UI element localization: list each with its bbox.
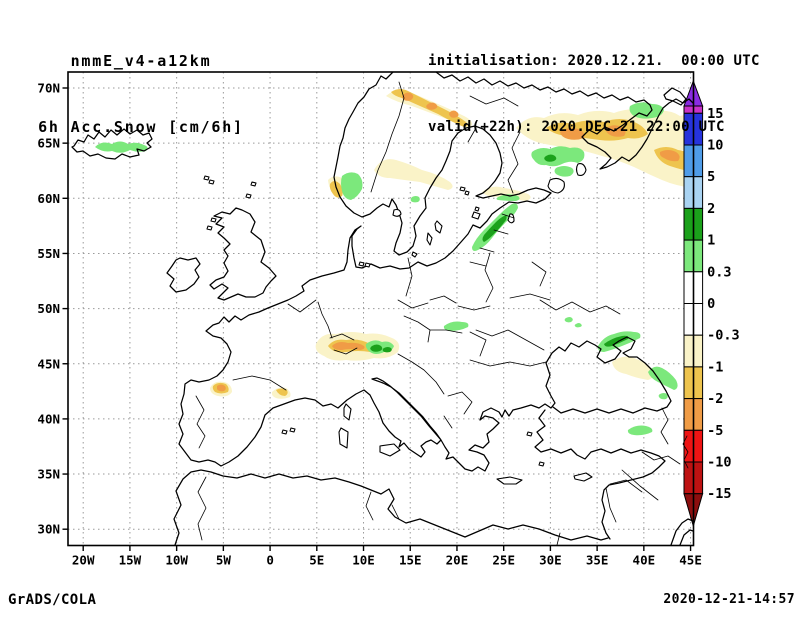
patch-alps-dkgreen-2 <box>382 347 392 353</box>
lake-onega <box>575 163 587 176</box>
patch-alps-dkgreen-1 <box>370 344 383 352</box>
island-cyprus <box>573 472 593 482</box>
coast-sinai <box>670 518 694 546</box>
svg-text:65N: 65N <box>37 136 60 151</box>
patch-caucasus-cream <box>612 356 654 380</box>
patch-baltic-core-dkgreen <box>482 215 507 242</box>
svg-text:45E: 45E <box>679 553 702 568</box>
patch-kola-orange-1 <box>560 128 585 140</box>
island-sicily <box>379 443 401 457</box>
patch-norway-orange-2 <box>426 102 438 110</box>
patch-karelia-dkgreen <box>544 154 557 162</box>
svg-text:1: 1 <box>707 233 715 249</box>
patch-crimea-core-dkgreen <box>604 335 629 347</box>
svg-text:2: 2 <box>707 201 715 217</box>
svg-text:15E: 15E <box>399 553 422 568</box>
svg-text:-2: -2 <box>707 391 723 407</box>
svg-text:0: 0 <box>707 296 715 312</box>
svg-text:30N: 30N <box>37 522 60 537</box>
svg-text:10: 10 <box>707 138 723 154</box>
lake-vanern <box>392 208 402 217</box>
svg-text:5W: 5W <box>216 553 232 568</box>
svg-text:-10: -10 <box>707 455 731 471</box>
patch-cantabria-orange <box>217 384 226 392</box>
svg-text:0.3: 0.3 <box>707 264 731 280</box>
svg-text:70N: 70N <box>37 81 60 96</box>
island-crete <box>496 476 523 485</box>
island-saaremaa <box>471 211 481 220</box>
svg-text:40E: 40E <box>633 553 656 568</box>
svg-text:60N: 60N <box>37 191 60 206</box>
coast-kanin <box>663 87 687 106</box>
plot-title-block: nmmE_v4-a12km 6h Acc.Snow [cm/6h] <box>18 6 264 182</box>
coastlines <box>71 72 694 546</box>
patch-carpathia-green <box>443 321 469 331</box>
valid-time-label: valid(+22h): 2020.DEC.21 22:00 UTC <box>428 119 725 135</box>
snow-shading <box>95 89 693 436</box>
patch-karelia-green <box>531 146 585 167</box>
svg-text:15W: 15W <box>119 553 142 568</box>
svg-text:30E: 30E <box>539 553 562 568</box>
patch-caucasus-green <box>648 366 678 390</box>
colorbar-labels: 15 10 5 2 1 0.3 0 -0.3 -1 -2 -5 -10 -15 <box>707 106 740 502</box>
patch-barents-green <box>629 102 664 119</box>
svg-text:15: 15 <box>707 106 723 122</box>
svg-text:5: 5 <box>707 169 715 185</box>
svg-text:45N: 45N <box>37 356 60 371</box>
axis-labels: 20W 15W 10W 5W 0 5E 10E 15E 20E 25E 30E 35E 40E 45E 70… <box>37 81 701 568</box>
grads-credit-label: GrADS/COLA <box>8 592 97 608</box>
patch-norway-orange-1 <box>402 92 414 101</box>
svg-text:-5: -5 <box>707 423 723 439</box>
coast-scandinavia-baltic <box>178 72 672 472</box>
svg-text:20W: 20W <box>72 553 95 568</box>
patch-norway-orange-3 <box>449 110 459 118</box>
timestamp-label: 2020-12-21-14:57 <box>663 592 795 607</box>
svg-text:10E: 10E <box>352 553 375 568</box>
coast-britain <box>209 207 277 301</box>
patch-kola-orange-2 <box>605 125 626 137</box>
patch-norway-s-green <box>341 172 363 200</box>
lake-ladoga <box>547 177 565 194</box>
island-dots <box>203 175 545 467</box>
svg-text:0: 0 <box>266 553 274 568</box>
svg-text:35E: 35E <box>586 553 609 568</box>
svg-text:-1: -1 <box>707 359 723 375</box>
init-time-label: initialisation: 2020.12.21. 00:00 UTC <box>428 53 760 69</box>
svg-text:5E: 5E <box>309 553 324 568</box>
island-sardinia <box>338 427 349 449</box>
coast-north-africa <box>173 469 609 546</box>
patch-sweden-dot-green <box>410 196 420 203</box>
patch-karelia-green-2 <box>554 166 574 177</box>
coast-arctic-whitesea <box>435 72 694 170</box>
patch-barents-orange <box>659 150 680 162</box>
patch-caucasus-green-dot <box>658 393 668 400</box>
patch-iceland-green <box>95 141 148 153</box>
svg-text:-0.3: -0.3 <box>707 328 740 344</box>
svg-text:-15: -15 <box>707 486 731 502</box>
field-title: 6h Acc.Snow [cm/6h] <box>38 118 244 136</box>
patch-turkey-green <box>627 425 653 436</box>
coast-iceland <box>71 128 153 160</box>
patch-ukraine-speck-1 <box>564 317 573 323</box>
patch-pyrenees-gold <box>276 388 288 396</box>
country-borders <box>195 81 689 546</box>
svg-text:50N: 50N <box>37 301 60 316</box>
svg-text:35N: 35N <box>37 467 60 482</box>
time-title-block: initialisation: 2020.12.21. 00:00 UTC va… <box>428 6 760 182</box>
patch-gulf-finland-green <box>496 194 520 201</box>
island-corsica <box>343 403 352 421</box>
island-oland <box>426 232 433 246</box>
svg-text:20E: 20E <box>446 553 469 568</box>
island-gotland <box>434 220 443 234</box>
svg-text:40N: 40N <box>37 411 60 426</box>
coast-ireland <box>166 257 201 293</box>
patch-ukraine-speck-2 <box>574 323 582 328</box>
svg-text:25E: 25E <box>492 553 515 568</box>
patch-norway-s-gold <box>329 181 343 198</box>
svg-text:55N: 55N <box>37 246 60 261</box>
svg-text:10W: 10W <box>165 553 188 568</box>
model-title: nmmE_v4-a12km <box>70 52 212 70</box>
